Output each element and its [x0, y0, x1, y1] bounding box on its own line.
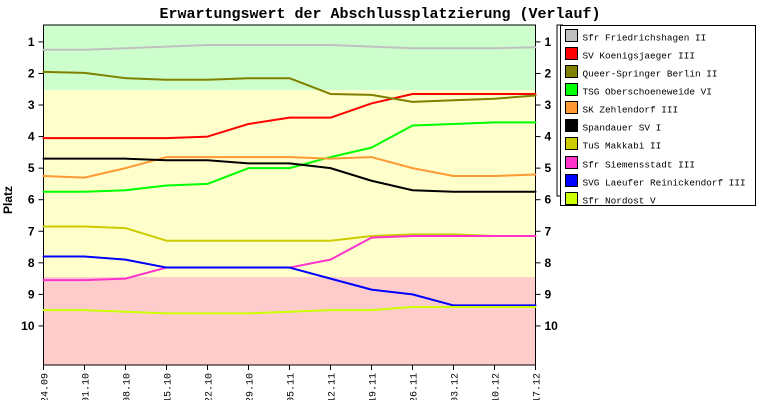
svg-text:19.11: 19.11: [369, 373, 380, 400]
svg-text:24.09: 24.09: [41, 373, 52, 400]
svg-text:4: 4: [28, 130, 35, 144]
svg-text:Platz: Platz: [1, 186, 15, 214]
svg-text:9: 9: [545, 287, 552, 301]
svg-text:5: 5: [28, 161, 35, 175]
svg-text:26.11: 26.11: [410, 373, 421, 400]
svg-text:8: 8: [545, 256, 552, 270]
svg-text:2: 2: [545, 66, 552, 80]
svg-text:22.10: 22.10: [205, 373, 216, 400]
svg-text:3: 3: [28, 98, 35, 112]
svg-text:7: 7: [545, 224, 552, 238]
svg-text:3: 3: [545, 98, 552, 112]
svg-text:15.10: 15.10: [164, 373, 175, 400]
svg-text:10: 10: [545, 319, 559, 333]
svg-text:5: 5: [545, 161, 552, 175]
svg-text:08.10: 08.10: [123, 373, 134, 400]
svg-text:2: 2: [28, 66, 35, 80]
svg-text:8: 8: [28, 256, 35, 270]
svg-text:9: 9: [28, 287, 35, 301]
svg-text:01.10: 01.10: [82, 373, 93, 400]
svg-text:6: 6: [28, 193, 35, 207]
svg-text:7: 7: [28, 224, 35, 238]
svg-text:03.12: 03.12: [451, 373, 462, 400]
svg-text:10.12: 10.12: [492, 373, 503, 400]
svg-text:05.11: 05.11: [287, 373, 298, 400]
svg-text:4: 4: [545, 130, 552, 144]
svg-text:12.11: 12.11: [328, 373, 339, 400]
svg-text:10: 10: [21, 319, 35, 333]
svg-text:1: 1: [545, 35, 552, 49]
svg-text:17.12: 17.12: [533, 373, 544, 400]
svg-text:6: 6: [545, 193, 552, 207]
svg-text:1: 1: [28, 35, 35, 49]
svg-text:29.10: 29.10: [246, 373, 257, 400]
